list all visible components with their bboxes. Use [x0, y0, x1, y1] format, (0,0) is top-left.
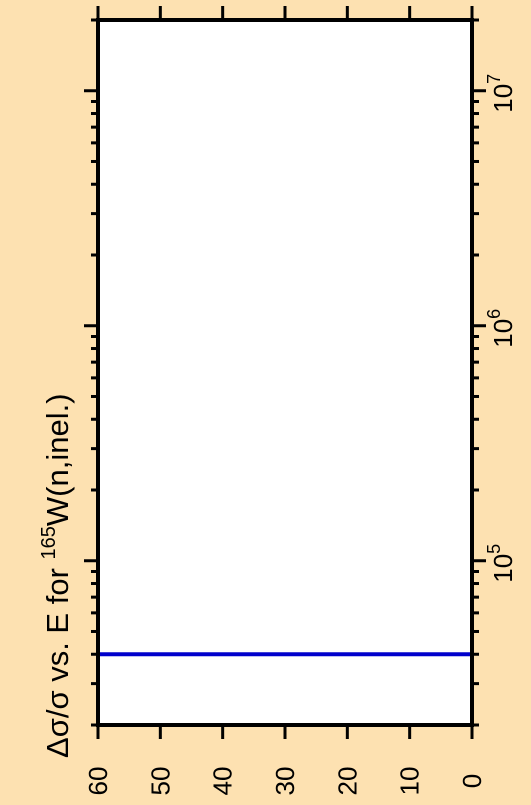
value-tick-label: 10 [395, 767, 425, 796]
plot-area [98, 20, 472, 725]
energy-tick-label-exponent: 7 [484, 74, 504, 84]
value-tick-label: 0 [457, 774, 487, 788]
chart-title-isotope: 165 [38, 526, 60, 559]
energy-tick-label-base: 10 [488, 554, 518, 583]
energy-tick-label: 107 [484, 74, 518, 113]
energy-tick-label-base: 10 [488, 319, 518, 348]
value-tick-label: 40 [208, 767, 238, 796]
chart-title: Δσ/σ vs. E for 165W(n,inel.) [38, 393, 75, 758]
value-tick-label: 60 [83, 767, 113, 796]
value-tick-label: 30 [270, 767, 300, 796]
energy-tick-label: 106 [484, 309, 518, 348]
chart-title-prefix: Δσ/σ vs. E for [40, 559, 75, 758]
energy-tick-label-exponent: 6 [484, 309, 504, 319]
energy-tick-label-exponent: 5 [484, 544, 504, 554]
chart-title-suffix: W(n,inel.) [40, 393, 75, 526]
value-axis: 0 10 20 30 40 50 60 [83, 6, 487, 795]
value-tick-label: 50 [145, 767, 175, 796]
energy-tick-label-base: 10 [488, 84, 518, 113]
value-tick-label: 20 [332, 767, 362, 796]
energy-tick-label: 105 [484, 544, 518, 583]
